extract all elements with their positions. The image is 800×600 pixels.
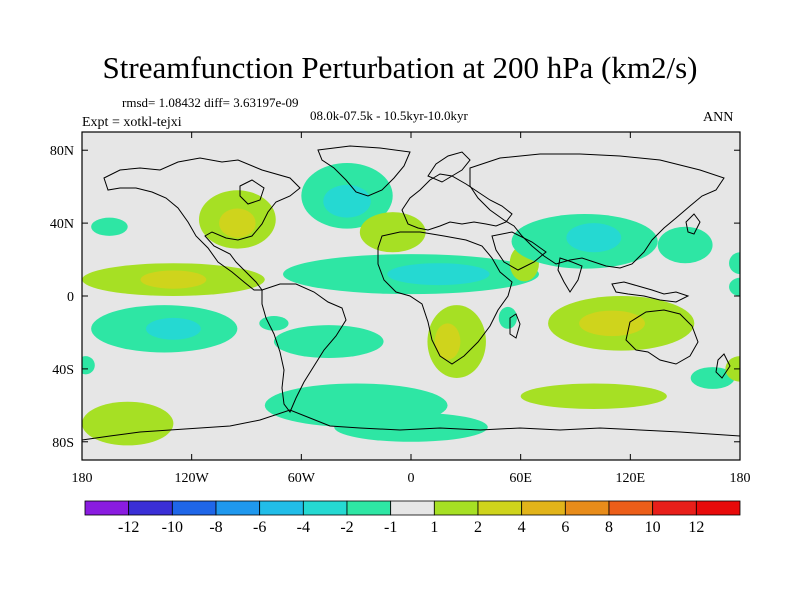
- colorbar-swatch: [84, 500, 130, 516]
- coast-japan: [685, 213, 701, 235]
- contour-region-s-ocean-pacific-positive: [82, 401, 174, 446]
- contour-region-s-pacific-core: [145, 317, 201, 340]
- contour-region-n-atlantic-core: [323, 184, 371, 218]
- colorbar-swatch: [652, 500, 697, 516]
- contour-region-tropical-atlantic-core: [387, 263, 490, 286]
- coast-australia: [625, 309, 699, 365]
- colorbar-label: 12: [688, 519, 704, 536]
- colorbar-swatch: [302, 500, 348, 516]
- coast-scandinavia: [427, 151, 471, 183]
- contour-region-s-africa-core: [434, 323, 461, 360]
- season-label: ANN: [703, 110, 734, 125]
- x-tick-label: 60W: [288, 471, 316, 486]
- colorbar-label: -4: [297, 519, 310, 536]
- y-tick-label: 0: [67, 290, 74, 305]
- x-tick-label: 180: [730, 471, 751, 486]
- colorbar: -12 -10 -8 -6 -4 -2 -1 1 2 4 6 8 10 12: [84, 500, 741, 536]
- coast-india: [557, 257, 583, 293]
- colorbar-swatch: [215, 500, 261, 516]
- x-tick-label: 120W: [175, 471, 210, 486]
- colorbar-label: -2: [340, 519, 353, 536]
- colorbar-label: 4: [518, 519, 526, 536]
- colorbar-label: -8: [209, 519, 222, 536]
- contour-region-ne-australia-negative: [690, 367, 735, 389]
- chart-title: Streamfunction Perturbation at 200 hPa (…: [102, 50, 698, 85]
- contour-region-antarctic-belt-negative: [334, 412, 488, 442]
- colorbar-swatch: [433, 500, 479, 516]
- colorbar-swatch: [346, 500, 392, 516]
- x-tick-label: 120E: [616, 471, 646, 486]
- contour-region-madagascar-negative: [498, 306, 518, 329]
- experiment-text: Expt = xotkl-tejxi: [82, 115, 182, 130]
- stats-text: rmsd= 1.08432 diff= 3.63197e-09: [122, 95, 299, 110]
- coast-europe: [401, 173, 513, 231]
- coastlines: [82, 145, 740, 441]
- coast-arabia: [491, 231, 547, 271]
- colorbar-swatch: [390, 500, 435, 516]
- colorbar-label: -12: [118, 519, 139, 536]
- coast-hudson-bay: [239, 179, 265, 205]
- colorbar-label: -10: [162, 519, 183, 536]
- coast-north-america: [103, 157, 301, 291]
- y-tick-label: 80S: [52, 436, 74, 451]
- contour-region-asia-core: [566, 223, 622, 253]
- x-tick-label: 0: [408, 471, 415, 486]
- coast-greenland: [317, 145, 411, 197]
- coast-maritime-continent: [611, 281, 690, 303]
- y-tick-label: 80N: [50, 144, 74, 159]
- coast-madagascar: [509, 313, 521, 339]
- coast-antarctica: [82, 409, 740, 441]
- colorbar-swatch: [259, 500, 304, 516]
- contour-region-e-atlantic-positive: [359, 212, 426, 253]
- y-tick-label: 40S: [52, 363, 74, 378]
- colorbar-swatch: [564, 500, 610, 516]
- contour-region-west-edge-negative: [82, 356, 95, 375]
- colorbar-label: 1: [430, 519, 438, 536]
- colorbar-swatch: [477, 500, 523, 516]
- colorbar-swatch: [608, 500, 654, 516]
- coast-africa: [377, 231, 513, 365]
- contour-region-indian-ocean-core: [579, 310, 645, 337]
- colorbar-swatch: [521, 500, 566, 516]
- contour-region-e-pacific-tropics-core: [140, 270, 207, 289]
- colorbar-swatch: [128, 500, 173, 516]
- contour-region-n-america-core: [219, 208, 256, 238]
- colorbar-label: 6: [561, 519, 569, 536]
- y-tick-label: 40N: [50, 217, 74, 232]
- x-tick-label: 60E: [509, 471, 532, 486]
- colorbar-label: 10: [645, 519, 661, 536]
- coast-new-zealand: [715, 353, 731, 379]
- coast-asia: [469, 153, 725, 269]
- contour-region-s-america-small: [259, 316, 289, 331]
- axis-ticks: 180 120W 60W 0 60E 120E 180 80N 40N 0 40S 80S: [50, 132, 751, 486]
- period-text: 08.0k-07.5k - 10.5kyr-10.0kyr: [310, 108, 468, 123]
- colorbar-label: -6: [253, 519, 266, 536]
- contour-region-s-indian-positive: [520, 383, 667, 409]
- colorbar-label: 2: [474, 519, 482, 536]
- colorbar-label: 8: [605, 519, 613, 536]
- contour-region-date-line-far-east: [729, 252, 740, 275]
- contour-region-date-line-tropics: [729, 277, 740, 296]
- contour-regions: [82, 162, 740, 446]
- contour-region-far-east-positive: [725, 356, 740, 382]
- x-tick-label: 180: [72, 471, 93, 486]
- colorbar-label: -1: [384, 519, 397, 536]
- coast-south-america: [261, 283, 347, 413]
- contour-region-s-atlantic-negative: [273, 325, 384, 358]
- contour-region-w-pacific-negative: [657, 226, 713, 264]
- colorbar-swatch: [695, 500, 741, 516]
- contour-region-n-pacific-west: [91, 217, 128, 236]
- colorbar-swatch: [171, 500, 217, 516]
